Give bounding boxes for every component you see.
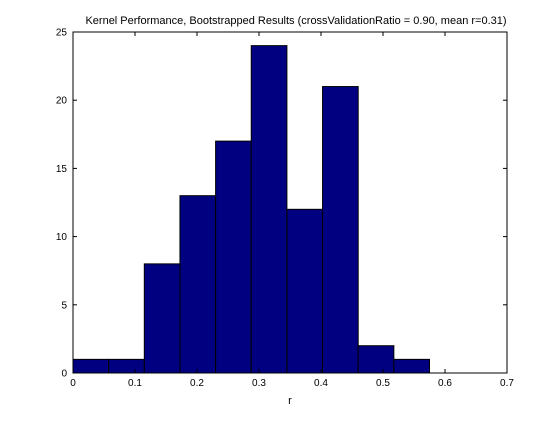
- histogram-bar: [144, 264, 180, 373]
- histogram-bar: [109, 359, 145, 373]
- x-tick-label: 0.4: [314, 378, 328, 389]
- histogram-bar: [216, 141, 252, 373]
- x-tick-label: 0.6: [438, 378, 452, 389]
- y-tick-label: 5: [61, 300, 67, 311]
- histogram-bar: [251, 46, 287, 373]
- y-tick-label: 15: [56, 164, 68, 175]
- histogram-bar: [73, 359, 109, 373]
- x-tick-label: 0.1: [128, 378, 142, 389]
- histogram-bar: [287, 209, 323, 373]
- histogram-bar: [394, 359, 430, 373]
- histogram-bar: [323, 87, 359, 373]
- x-axis-label: r: [288, 395, 292, 407]
- histogram-bar: [358, 346, 394, 373]
- x-tick-label: 0.7: [500, 378, 514, 389]
- chart-title: Kernel Performance, Bootstrapped Results…: [85, 15, 506, 27]
- bars-layer: [73, 46, 430, 373]
- x-tick-label: 0.3: [252, 378, 266, 389]
- x-tick-label: 0.2: [190, 378, 204, 389]
- y-tick-label: 25: [56, 28, 68, 39]
- y-tick-label: 20: [56, 96, 68, 107]
- y-tick-label: 10: [56, 232, 68, 243]
- x-tick-label: 0: [70, 378, 76, 389]
- histogram-bar: [180, 196, 216, 373]
- y-tick-label: 0: [61, 369, 67, 380]
- x-tick-label: 0.5: [376, 378, 390, 389]
